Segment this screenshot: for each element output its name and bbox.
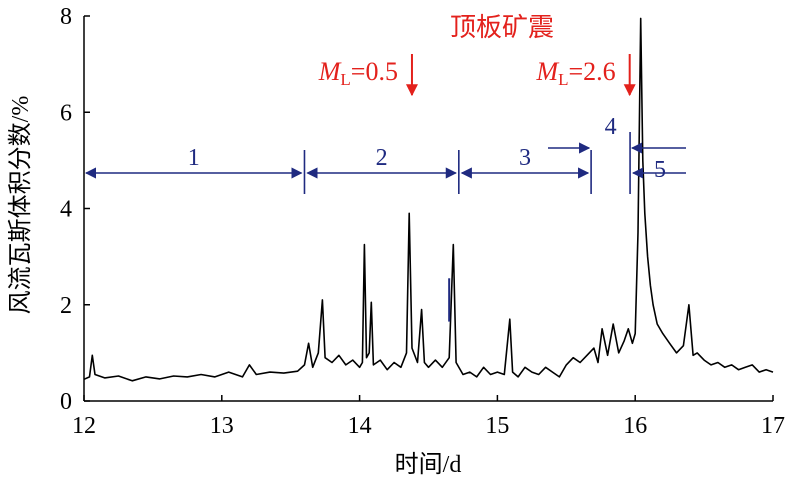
event-magnitude-label: ML=2.6 xyxy=(535,57,615,89)
x-tick-label: 15 xyxy=(485,413,509,439)
y-axis-label: 风流瓦斯体积分数/% xyxy=(7,96,34,315)
event-title: 顶板矿震 xyxy=(450,13,554,42)
y-tick-label: 8 xyxy=(60,4,72,30)
y-tick-label: 2 xyxy=(60,293,72,319)
event-magnitude-label: ML=0.5 xyxy=(318,57,398,89)
gas-concentration-line xyxy=(83,17,774,382)
gas-series-group xyxy=(83,17,774,382)
interval-label: 4 xyxy=(605,114,617,140)
interval-label: 5 xyxy=(654,157,666,183)
interval-label: 3 xyxy=(519,145,531,171)
y-tick-label: 6 xyxy=(60,100,72,126)
y-tick-label: 4 xyxy=(60,197,72,223)
x-tick-label: 17 xyxy=(761,413,785,439)
x-tick-label: 13 xyxy=(210,413,234,439)
y-axis-ticks: 0 2 4 6 8 xyxy=(60,4,90,415)
x-axis-label: 时间/d xyxy=(395,451,462,478)
x-axis-ticks: 12 13 14 15 16 17 xyxy=(72,395,785,439)
event-annotations: ML=0.5 ML=2.6 xyxy=(318,54,636,97)
interval-label: 2 xyxy=(376,145,388,171)
interval-annotations: 1 2 3 4 5 xyxy=(84,114,686,194)
x-tick-label: 14 xyxy=(348,413,372,439)
y-tick-label: 0 xyxy=(60,389,72,415)
x-tick-label: 12 xyxy=(72,413,96,439)
x-tick-label: 16 xyxy=(623,413,647,439)
interval-label: 1 xyxy=(188,145,200,171)
